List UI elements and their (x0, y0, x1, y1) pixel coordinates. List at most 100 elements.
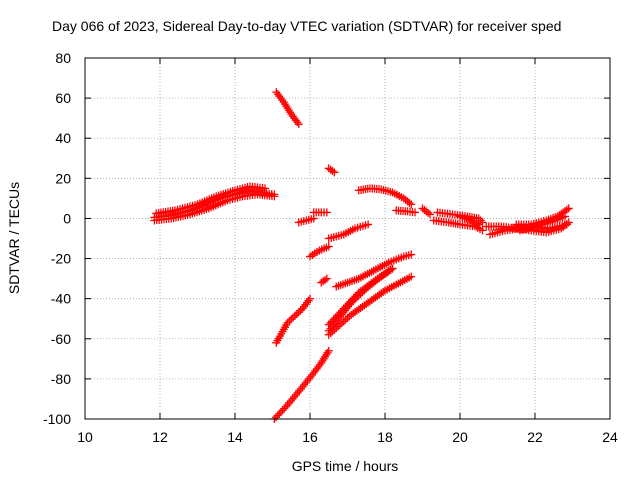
data-point (331, 313, 340, 322)
data-point (334, 310, 343, 319)
data-point (288, 112, 297, 121)
data-point (306, 372, 315, 381)
data-point (272, 88, 281, 97)
data-point (298, 382, 307, 391)
x-tick-label: 10 (77, 429, 93, 445)
data-point (294, 308, 303, 317)
data-point (311, 366, 320, 375)
data-point (293, 388, 302, 397)
data-point (306, 294, 314, 303)
data-series (324, 220, 373, 243)
data-point (317, 358, 326, 367)
data-point (321, 275, 329, 284)
data-point (295, 386, 304, 395)
data-point (474, 220, 483, 229)
y-axis-label: SDTVAR / TECUs (6, 182, 22, 294)
y-tick-label: 40 (55, 130, 71, 146)
data-point (283, 400, 292, 409)
data-point (300, 380, 309, 389)
data-point (564, 204, 573, 213)
data-point (344, 299, 353, 308)
data-series (392, 206, 419, 217)
data-series (272, 294, 314, 347)
y-tick-label: 0 (63, 210, 71, 226)
data-point (291, 116, 300, 125)
data-series (306, 242, 333, 261)
data-point (279, 98, 288, 107)
data-point (343, 301, 352, 310)
data-series (324, 264, 397, 329)
data-point (349, 293, 358, 302)
data-point (379, 287, 388, 296)
data-point (309, 368, 318, 377)
data-point (298, 304, 307, 313)
y-tick-label: -100 (43, 411, 71, 427)
data-point (407, 250, 416, 259)
data-point (364, 220, 373, 229)
data-series (324, 272, 416, 339)
data-point (314, 362, 323, 371)
data-point (300, 302, 308, 311)
data-point (329, 315, 338, 324)
data-point (318, 356, 327, 365)
data-point (276, 94, 285, 103)
data-point (323, 348, 332, 357)
data-point (324, 346, 333, 355)
data-point (312, 364, 321, 373)
data-point (278, 96, 287, 105)
plot-frame (84, 57, 611, 420)
data-point (346, 297, 355, 306)
x-tick-label: 24 (602, 429, 618, 445)
x-tick-label: 20 (452, 429, 468, 445)
data-point (283, 104, 292, 113)
y-tick-label: -40 (51, 291, 71, 307)
data-point (333, 311, 342, 320)
data-point (285, 316, 294, 325)
data-series (272, 88, 303, 129)
data-point (337, 319, 346, 328)
data-point (561, 212, 569, 221)
data-point (407, 200, 416, 209)
data-point (330, 168, 339, 177)
x-tick-label: 18 (377, 429, 393, 445)
data-series (152, 182, 269, 218)
data-point (286, 108, 294, 117)
data-point (303, 376, 312, 385)
data-point (290, 114, 299, 123)
y-tick-label: -80 (51, 371, 71, 387)
data-point (336, 308, 345, 317)
y-tick-label: 60 (55, 90, 71, 106)
data-point (315, 360, 324, 369)
data-point (319, 354, 328, 363)
data-point (328, 166, 337, 175)
y-tick-label: 80 (55, 50, 71, 66)
y-tick-label: -20 (51, 251, 71, 267)
data-point (328, 317, 337, 326)
y-tick-label: -60 (51, 331, 71, 347)
data-point (291, 311, 299, 320)
data-point (426, 210, 434, 219)
data-point (273, 90, 282, 99)
data-point (388, 264, 397, 273)
data-point (285, 398, 294, 407)
data-point (341, 302, 350, 311)
data-point (478, 226, 487, 235)
data-point (407, 272, 416, 281)
data-point (411, 208, 419, 217)
data-point (562, 219, 571, 228)
data-point (341, 315, 350, 324)
data-point (424, 208, 433, 217)
x-axis-label: GPS time / hours (292, 458, 399, 474)
data-point (339, 317, 348, 326)
data-point (324, 242, 333, 251)
data-series (354, 184, 416, 209)
data-point (261, 184, 269, 193)
data-point (287, 315, 296, 324)
data-point (281, 100, 289, 109)
data-point (290, 392, 299, 401)
data-point (289, 313, 298, 322)
y-tick-label: 20 (55, 170, 71, 186)
data-point (304, 296, 313, 305)
data-point (348, 295, 357, 304)
